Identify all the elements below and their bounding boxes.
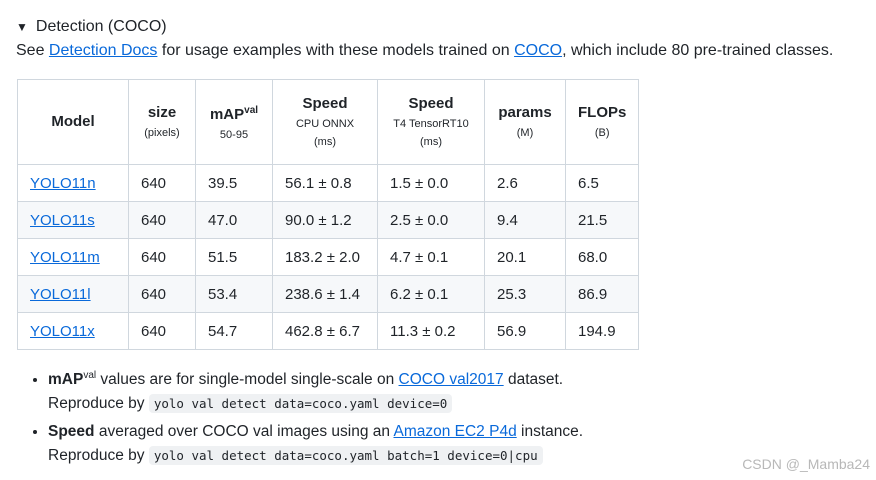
note-bold: mAP	[48, 371, 84, 389]
table-row: YOLO11x 640 54.7 462.8 ± 6.7 11.3 ± 0.2 …	[17, 312, 640, 350]
cell-size: 640	[128, 275, 196, 313]
cell-speed-t4: 1.5 ± 0.0	[377, 164, 485, 202]
coco-val2017-link[interactable]: COCO val2017	[398, 371, 504, 389]
cell-map: 47.0	[195, 201, 273, 239]
model-link[interactable]: YOLO11s	[30, 211, 95, 229]
reproduce-label: Reproduce by	[48, 447, 149, 465]
cell-map: 39.5	[195, 164, 273, 202]
cell-params: 25.3	[484, 275, 566, 313]
cell-speed-cpu: 238.6 ± 1.4	[272, 275, 378, 313]
header-size: size (pixels)	[128, 79, 196, 165]
intro-text-before: See	[16, 42, 49, 59]
note-tail: dataset.	[503, 371, 564, 389]
note-tail: instance.	[516, 423, 584, 441]
header-params: params (M)	[484, 79, 566, 165]
intro-text-middle: for usage examples with these models tra…	[157, 42, 515, 59]
header-model: Model	[17, 79, 129, 165]
cell-params: 20.1	[484, 238, 566, 276]
cell-flops: 194.9	[564, 312, 640, 350]
note-sup: val	[83, 370, 97, 381]
note-bold: Speed	[48, 423, 95, 441]
model-link[interactable]: YOLO11m	[30, 248, 100, 266]
cell-flops: 68.0	[564, 238, 640, 276]
header-map-sup: val	[244, 105, 259, 116]
header-map-range: 50-95	[219, 129, 249, 141]
list-item: Speed averaged over COCO val images usin…	[48, 420, 583, 468]
header-params-label: params	[498, 104, 552, 121]
header-map: mAPval 50-95	[195, 79, 273, 165]
cell-speed-t4: 2.5 ± 0.0	[377, 201, 485, 239]
cell-speed-cpu: 90.0 ± 1.2	[272, 201, 378, 239]
note-text: averaged over COCO val images using an	[94, 423, 394, 441]
model-link[interactable]: YOLO11n	[30, 174, 96, 192]
cell-flops: 6.5	[564, 164, 640, 202]
header-map-label: mAP	[209, 106, 245, 123]
table-row: YOLO11l 640 53.4 238.6 ± 1.4 6.2 ± 0.1 2…	[17, 275, 640, 313]
cell-speed-cpu: 56.1 ± 0.8	[272, 164, 378, 202]
cell-speed-t4: 11.3 ± 0.2	[377, 312, 485, 350]
header-speed-t4-unit: (ms)	[420, 136, 442, 148]
table-row: YOLO11n 640 39.5 56.1 ± 0.8 1.5 ± 0.0 2.…	[17, 164, 640, 202]
watermark: CSDN @_Mamba24	[742, 456, 870, 472]
notes-list: mAPval values are for single-model singl…	[16, 364, 583, 472]
cell-params: 9.4	[484, 201, 566, 239]
cell-speed-cpu: 183.2 ± 2.0	[272, 238, 378, 276]
models-table: Model size (pixels) mAPval 50-95 Speed C…	[17, 79, 640, 350]
cell-size: 640	[128, 164, 196, 202]
header-model-label: Model	[51, 113, 95, 130]
intro-paragraph: See Detection Docs for usage examples wi…	[16, 40, 833, 62]
header-speed-cpu-unit: (ms)	[314, 136, 336, 148]
header-speed-t4-device: T4 TensorRT10	[393, 118, 469, 130]
header-flops-unit: (B)	[594, 127, 610, 139]
cell-flops: 86.9	[564, 275, 640, 313]
amazon-ec2-link[interactable]: Amazon EC2 P4d	[393, 423, 517, 441]
cell-size: 640	[128, 201, 196, 239]
cell-map: 51.5	[195, 238, 273, 276]
header-speed-cpu-device: CPU ONNX	[295, 118, 355, 130]
header-params-unit: (M)	[516, 127, 534, 139]
val-command-code[interactable]: yolo val detect data=coco.yaml device=0	[148, 394, 453, 414]
cell-speed-t4: 6.2 ± 0.1	[377, 275, 485, 313]
cell-size: 640	[128, 238, 196, 276]
cell-flops: 21.5	[564, 201, 640, 239]
cell-speed-cpu: 462.8 ± 6.7	[272, 312, 378, 350]
disclosure-triangle-icon[interactable]: ▼	[16, 20, 28, 34]
summary-title: Detection (COCO)	[35, 18, 167, 35]
header-flops: FLOPs (B)	[564, 79, 640, 165]
cell-map: 53.4	[195, 275, 273, 313]
list-item: mAPval values are for single-model singl…	[48, 364, 583, 416]
header-speed-t4-label: Speed	[408, 95, 454, 112]
header-speed-cpu: Speed CPU ONNX (ms)	[272, 79, 378, 165]
cell-model: YOLO11l	[17, 275, 129, 313]
cell-size: 640	[128, 312, 196, 350]
header-size-label: size	[147, 104, 177, 121]
table-row: YOLO11m 640 51.5 183.2 ± 2.0 4.7 ± 0.1 2…	[17, 238, 640, 276]
table-row: YOLO11s 640 47.0 90.0 ± 1.2 2.5 ± 0.0 9.…	[17, 201, 640, 239]
details-summary[interactable]: ▼ Detection (COCO)	[16, 16, 167, 38]
detection-docs-link[interactable]: Detection Docs	[48, 42, 158, 59]
speed-command-code[interactable]: yolo val detect data=coco.yaml batch=1 d…	[148, 446, 543, 466]
cell-params: 2.6	[484, 164, 566, 202]
note-text: values are for single-model single-scale…	[96, 371, 399, 389]
cell-params: 56.9	[484, 312, 566, 350]
cell-speed-t4: 4.7 ± 0.1	[377, 238, 485, 276]
header-speed-t4: Speed T4 TensorRT10 (ms)	[377, 79, 485, 165]
model-link[interactable]: YOLO11l	[30, 285, 91, 303]
coco-link[interactable]: COCO	[514, 42, 563, 59]
table-header-row: Model size (pixels) mAPval 50-95 Speed C…	[17, 79, 640, 165]
cell-model: YOLO11m	[17, 238, 129, 276]
cell-map: 54.7	[195, 312, 273, 350]
header-speed-cpu-label: Speed	[302, 95, 348, 112]
intro-text-after: , which include 80 pre-trained classes.	[562, 42, 834, 59]
cell-model: YOLO11x	[17, 312, 129, 350]
cell-model: YOLO11n	[17, 164, 129, 202]
cell-model: YOLO11s	[17, 201, 129, 239]
header-flops-label: FLOPs	[578, 104, 627, 121]
model-link[interactable]: YOLO11x	[30, 322, 95, 340]
header-size-unit: (pixels)	[144, 127, 180, 139]
reproduce-label: Reproduce by	[48, 395, 149, 413]
